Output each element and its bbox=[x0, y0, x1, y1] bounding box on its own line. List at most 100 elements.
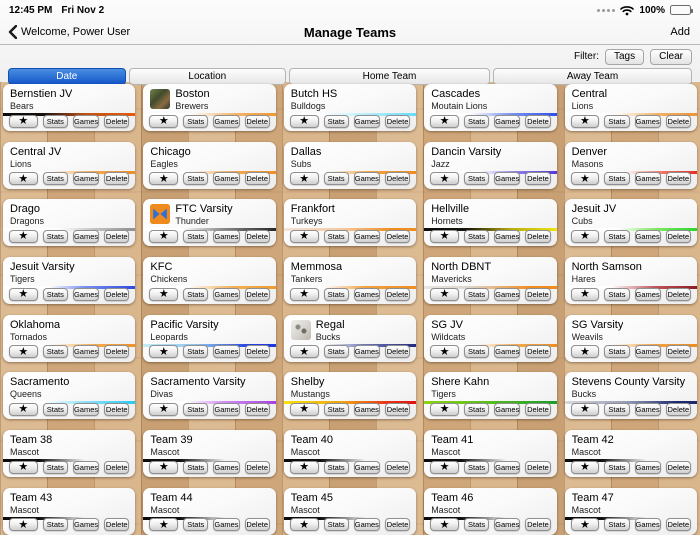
stats-button[interactable]: Stats bbox=[323, 114, 349, 128]
delete-button[interactable]: Delete bbox=[525, 287, 551, 301]
stats-button[interactable]: Stats bbox=[463, 460, 490, 474]
favorite-star-button[interactable]: ★ bbox=[149, 229, 179, 243]
favorite-star-button[interactable]: ★ bbox=[9, 229, 38, 243]
delete-button[interactable]: Delete bbox=[665, 114, 691, 128]
favorite-star-button[interactable]: ★ bbox=[570, 345, 600, 359]
stats-button[interactable]: Stats bbox=[604, 287, 630, 301]
favorite-star-button[interactable]: ★ bbox=[149, 114, 179, 128]
stats-button[interactable]: Stats bbox=[183, 345, 209, 359]
stats-button[interactable]: Stats bbox=[323, 172, 349, 186]
stats-button[interactable]: Stats bbox=[42, 345, 68, 359]
favorite-star-button[interactable]: ★ bbox=[9, 114, 38, 128]
games-button[interactable]: Games bbox=[353, 402, 380, 416]
delete-button[interactable]: Delete bbox=[104, 229, 130, 243]
delete-button[interactable]: Delete bbox=[384, 402, 411, 416]
stats-button[interactable]: Stats bbox=[463, 345, 490, 359]
games-button[interactable]: Games bbox=[494, 287, 521, 301]
stats-button[interactable]: Stats bbox=[183, 460, 209, 474]
delete-button[interactable]: Delete bbox=[525, 229, 551, 243]
favorite-star-button[interactable]: ★ bbox=[570, 172, 600, 186]
delete-button[interactable]: Delete bbox=[244, 114, 270, 128]
stats-button[interactable]: Stats bbox=[323, 229, 349, 243]
favorite-star-button[interactable]: ★ bbox=[570, 402, 600, 416]
add-button[interactable]: Add bbox=[670, 20, 690, 44]
games-button[interactable]: Games bbox=[494, 460, 521, 474]
stats-button[interactable]: Stats bbox=[604, 402, 630, 416]
segment-away-team[interactable]: Away Team bbox=[493, 68, 692, 85]
stats-button[interactable]: Stats bbox=[323, 287, 349, 301]
games-button[interactable]: Games bbox=[353, 172, 380, 186]
games-button[interactable]: Games bbox=[634, 345, 661, 359]
stats-button[interactable]: Stats bbox=[463, 402, 490, 416]
stats-button[interactable]: Stats bbox=[323, 460, 349, 474]
favorite-star-button[interactable]: ★ bbox=[149, 172, 179, 186]
stats-button[interactable]: Stats bbox=[183, 229, 209, 243]
favorite-star-button[interactable]: ★ bbox=[430, 114, 459, 128]
stats-button[interactable]: Stats bbox=[42, 460, 68, 474]
delete-button[interactable]: Delete bbox=[104, 402, 130, 416]
games-button[interactable]: Games bbox=[494, 172, 521, 186]
delete-button[interactable]: Delete bbox=[525, 114, 551, 128]
delete-button[interactable]: Delete bbox=[665, 287, 691, 301]
stats-button[interactable]: Stats bbox=[604, 114, 630, 128]
delete-button[interactable]: Delete bbox=[384, 172, 411, 186]
back-button[interactable]: Welcome, Power User bbox=[8, 20, 130, 44]
games-button[interactable]: Games bbox=[634, 114, 661, 128]
favorite-star-button[interactable]: ★ bbox=[430, 287, 459, 301]
delete-button[interactable]: Delete bbox=[244, 345, 270, 359]
games-button[interactable]: Games bbox=[213, 402, 240, 416]
delete-button[interactable]: Delete bbox=[525, 402, 551, 416]
favorite-star-button[interactable]: ★ bbox=[149, 287, 179, 301]
games-button[interactable]: Games bbox=[353, 114, 380, 128]
delete-button[interactable]: Delete bbox=[104, 287, 130, 301]
stats-button[interactable]: Stats bbox=[323, 345, 349, 359]
games-button[interactable]: Games bbox=[494, 402, 521, 416]
segment-home-team[interactable]: Home Team bbox=[288, 68, 491, 85]
segment-date[interactable]: Date bbox=[8, 68, 126, 85]
games-button[interactable]: Games bbox=[494, 345, 521, 359]
delete-button[interactable]: Delete bbox=[104, 172, 130, 186]
stats-button[interactable]: Stats bbox=[604, 460, 630, 474]
games-button[interactable]: Games bbox=[72, 402, 100, 416]
stats-button[interactable]: Stats bbox=[604, 345, 630, 359]
favorite-star-button[interactable]: ★ bbox=[9, 287, 38, 301]
favorite-star-button[interactable]: ★ bbox=[289, 287, 319, 301]
stats-button[interactable]: Stats bbox=[604, 229, 630, 243]
tags-filter-button[interactable]: Tags bbox=[604, 48, 645, 65]
delete-button[interactable]: Delete bbox=[525, 460, 551, 474]
delete-button[interactable]: Delete bbox=[384, 287, 411, 301]
games-button[interactable]: Games bbox=[634, 402, 661, 416]
games-button[interactable]: Games bbox=[213, 172, 240, 186]
favorite-star-button[interactable]: ★ bbox=[430, 229, 459, 243]
stats-button[interactable]: Stats bbox=[42, 287, 68, 301]
games-button[interactable]: Games bbox=[634, 287, 661, 301]
games-button[interactable]: Games bbox=[72, 114, 100, 128]
favorite-star-button[interactable]: ★ bbox=[149, 460, 179, 474]
games-button[interactable]: Games bbox=[634, 172, 661, 186]
favorite-star-button[interactable]: ★ bbox=[289, 402, 319, 416]
games-button[interactable]: Games bbox=[353, 287, 380, 301]
clear-filter-button[interactable]: Clear bbox=[650, 48, 692, 65]
delete-button[interactable]: Delete bbox=[665, 402, 691, 416]
favorite-star-button[interactable]: ★ bbox=[289, 172, 319, 186]
delete-button[interactable]: Delete bbox=[384, 114, 411, 128]
stats-button[interactable]: Stats bbox=[42, 402, 68, 416]
games-button[interactable]: Games bbox=[353, 460, 380, 474]
stats-button[interactable]: Stats bbox=[183, 114, 209, 128]
games-button[interactable]: Games bbox=[72, 345, 100, 359]
favorite-star-button[interactable]: ★ bbox=[289, 345, 319, 359]
games-button[interactable]: Games bbox=[494, 114, 521, 128]
stats-button[interactable]: Stats bbox=[183, 402, 209, 416]
delete-button[interactable]: Delete bbox=[665, 345, 691, 359]
delete-button[interactable]: Delete bbox=[104, 460, 130, 474]
games-button[interactable]: Games bbox=[353, 345, 380, 359]
delete-button[interactable]: Delete bbox=[665, 172, 691, 186]
games-button[interactable]: Games bbox=[213, 229, 240, 243]
stats-button[interactable]: Stats bbox=[42, 114, 68, 128]
games-button[interactable]: Games bbox=[72, 460, 100, 474]
stats-button[interactable]: Stats bbox=[183, 287, 209, 301]
favorite-star-button[interactable]: ★ bbox=[289, 114, 319, 128]
delete-button[interactable]: Delete bbox=[104, 345, 130, 359]
games-button[interactable]: Games bbox=[72, 229, 100, 243]
stats-button[interactable]: Stats bbox=[463, 114, 490, 128]
